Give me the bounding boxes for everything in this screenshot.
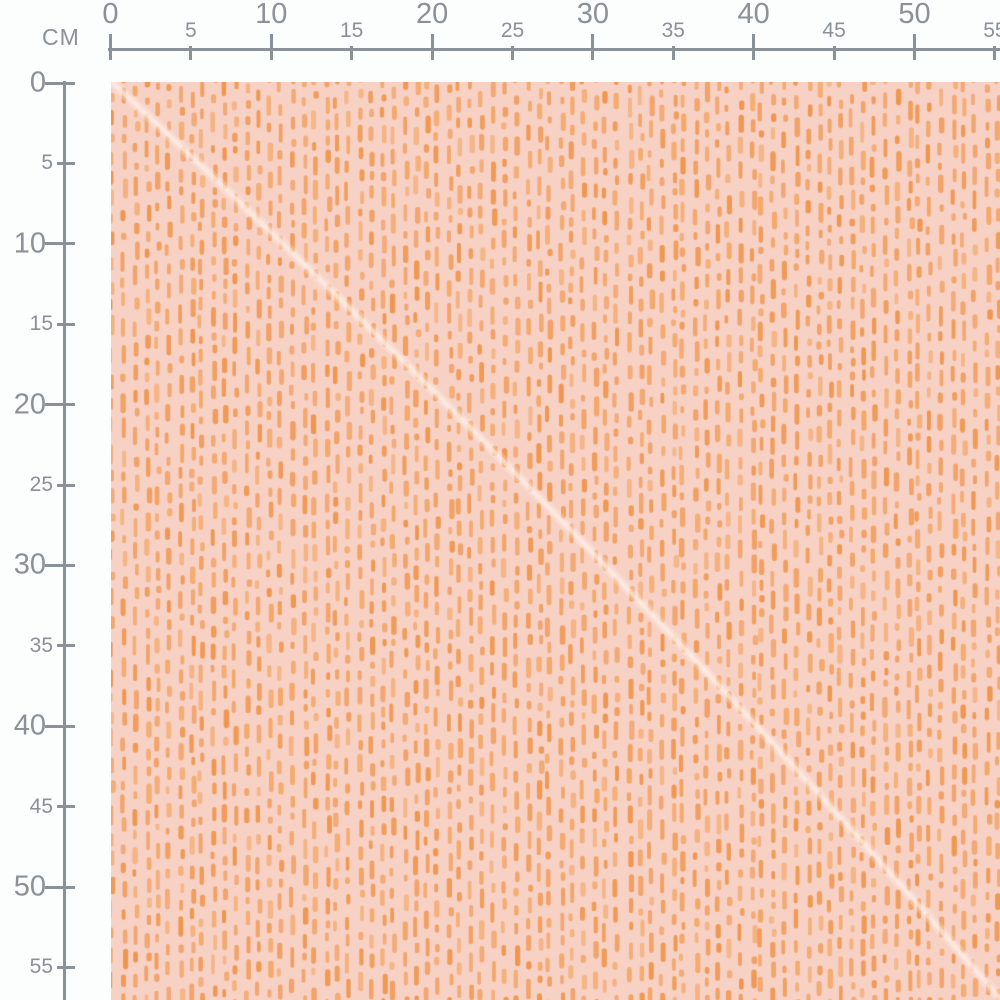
- v-ruler-tick-10: [45, 242, 75, 246]
- h-ruler-tick-15: [350, 46, 354, 60]
- v-ruler-label-30: 30: [13, 548, 46, 581]
- h-ruler-tick-50: [913, 34, 916, 60]
- v-ruler-label-15: 15: [29, 312, 53, 336]
- v-ruler-label-5: 5: [41, 151, 53, 175]
- v-ruler-label-10: 10: [13, 227, 46, 260]
- h-ruler-label-5: 5: [185, 19, 197, 42]
- h-ruler-tick-55: [993, 46, 997, 60]
- h-ruler-label-50: 50: [898, 0, 931, 30]
- v-ruler-tick-0: [45, 81, 75, 85]
- v-ruler-tick-35: [57, 644, 75, 648]
- v-ruler-label-50: 50: [13, 870, 46, 903]
- h-ruler-label-40: 40: [737, 0, 770, 30]
- v-ruler-label-25: 25: [29, 473, 53, 496]
- h-ruler-tick-10: [269, 34, 273, 60]
- h-ruler-label-10: 10: [255, 0, 288, 30]
- h-ruler-tick-5: [189, 46, 193, 60]
- v-ruler-label-0: 0: [29, 66, 46, 99]
- h-ruler-label-35: 35: [661, 19, 685, 42]
- v-ruler-tick-55: [57, 965, 75, 969]
- h-ruler-tick-30: [591, 34, 595, 60]
- v-ruler-label-35: 35: [29, 633, 53, 657]
- v-ruler-tick-5: [57, 161, 75, 165]
- h-ruler-label-30: 30: [576, 0, 610, 30]
- h-ruler-label-55: 55: [983, 19, 1000, 42]
- h-ruler-tick-45: [832, 46, 836, 60]
- h-ruler-label-15: 15: [340, 19, 364, 42]
- v-ruler-label-40: 40: [13, 709, 46, 742]
- h-ruler-tick-25: [511, 46, 514, 60]
- h-ruler-label-25: 25: [500, 19, 525, 42]
- h-ruler-tick-35: [671, 46, 675, 60]
- fabric-swatch: [111, 82, 1000, 1000]
- v-ruler-label-20: 20: [13, 388, 46, 421]
- v-ruler-tick-30: [45, 563, 75, 567]
- h-ruler-label-45: 45: [822, 19, 846, 42]
- v-ruler-label-55: 55: [29, 955, 53, 979]
- h-ruler-tick-0: [109, 34, 112, 60]
- vertical-ruler-line: [63, 81, 66, 1000]
- v-ruler-tick-25: [57, 483, 75, 487]
- v-ruler-tick-20: [45, 403, 75, 407]
- v-ruler-tick-40: [45, 724, 75, 728]
- h-ruler-label-20: 20: [415, 0, 449, 30]
- h-ruler-label-0: 0: [102, 0, 119, 30]
- v-ruler-tick-50: [45, 885, 75, 889]
- horizontal-ruler-line: [108, 48, 1000, 51]
- h-ruler-tick-40: [752, 34, 756, 60]
- v-ruler-tick-45: [57, 805, 75, 809]
- h-ruler-tick-20: [430, 34, 434, 60]
- ruler-unit-label: CM: [42, 24, 80, 50]
- v-ruler-tick-15: [57, 322, 75, 326]
- v-ruler-label-45: 45: [29, 794, 53, 818]
